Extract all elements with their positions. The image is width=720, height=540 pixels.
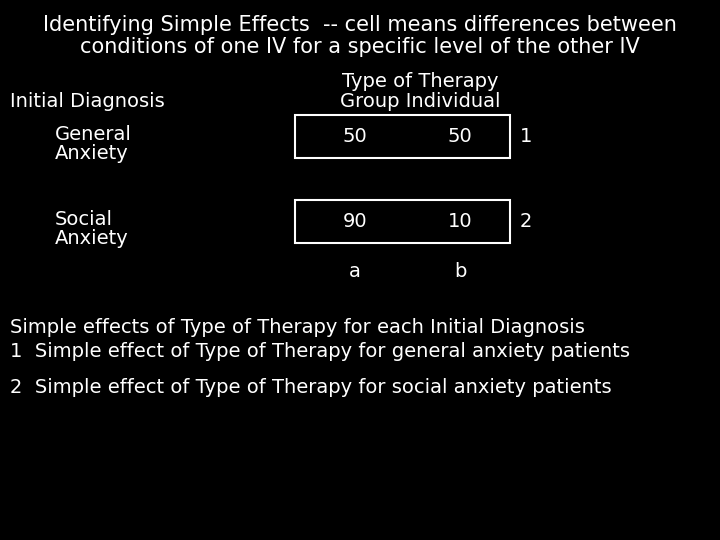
Text: Anxiety: Anxiety (55, 229, 129, 248)
Text: 2  Simple effect of Type of Therapy for social anxiety patients: 2 Simple effect of Type of Therapy for s… (10, 378, 611, 397)
Text: Identifying Simple Effects  -- cell means differences between: Identifying Simple Effects -- cell means… (43, 15, 677, 35)
Text: 1: 1 (520, 127, 532, 146)
Text: 10: 10 (448, 212, 472, 231)
Text: 1  Simple effect of Type of Therapy for general anxiety patients: 1 Simple effect of Type of Therapy for g… (10, 342, 630, 361)
Text: Initial Diagnosis: Initial Diagnosis (10, 92, 165, 111)
Text: 90: 90 (343, 212, 367, 231)
Text: General: General (55, 125, 132, 144)
Text: 50: 50 (448, 127, 472, 146)
Text: Anxiety: Anxiety (55, 144, 129, 163)
Bar (295, 115, 510, 158)
Text: b: b (454, 262, 466, 281)
Text: Simple effects of Type of Therapy for each Initial Diagnosis: Simple effects of Type of Therapy for ea… (10, 318, 585, 337)
Bar (295, 200, 510, 243)
Text: 2: 2 (520, 212, 532, 231)
Text: Type of Therapy: Type of Therapy (342, 72, 498, 91)
Text: a: a (349, 262, 361, 281)
Text: Social: Social (55, 210, 113, 229)
Text: 50: 50 (343, 127, 367, 146)
Text: Group Individual: Group Individual (340, 92, 500, 111)
Text: conditions of one IV for a specific level of the other IV: conditions of one IV for a specific leve… (80, 37, 640, 57)
